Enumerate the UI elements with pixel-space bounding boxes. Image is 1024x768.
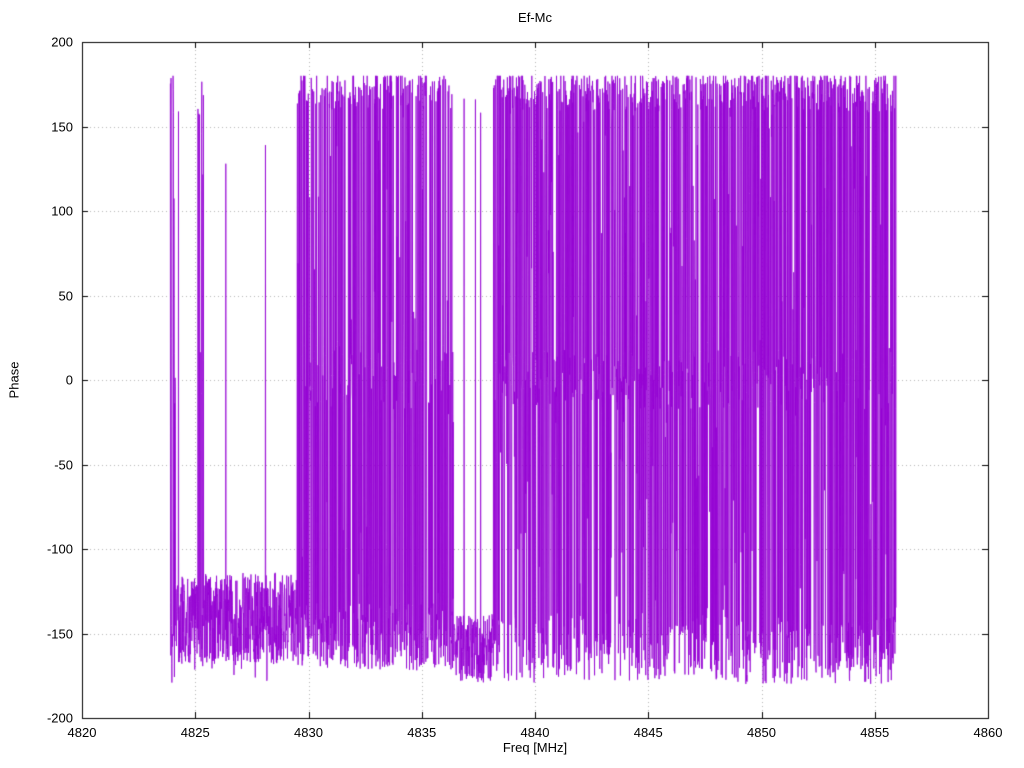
y-tick-label: 50 bbox=[58, 288, 73, 303]
x-tick-label: 4845 bbox=[633, 725, 663, 740]
x-tick-label: 4850 bbox=[747, 725, 776, 740]
y-tick-label: 200 bbox=[51, 34, 73, 50]
x-tick-label: 4855 bbox=[860, 725, 890, 740]
y-tick-label: 100 bbox=[51, 203, 73, 219]
chart-title: Ef-Mc bbox=[518, 10, 552, 25]
y-axis-label: Phase bbox=[6, 361, 22, 399]
y-tick-label: -100 bbox=[46, 541, 73, 557]
y-tick-label: -150 bbox=[46, 626, 73, 641]
x-tick-label: 4860 bbox=[973, 725, 1003, 740]
x-tick-label: 4840 bbox=[520, 725, 550, 740]
x-tick-label: 4830 bbox=[294, 725, 323, 740]
x-tick-label: 4820 bbox=[67, 725, 97, 740]
y-tick-label: 150 bbox=[51, 119, 73, 134]
x-tick-label: 4825 bbox=[180, 725, 210, 740]
x-axis-label: Freq [MHz] bbox=[502, 740, 568, 755]
x-tick-label: 4835 bbox=[407, 725, 437, 740]
y-tick-label: -200 bbox=[46, 710, 73, 726]
y-tick-label: -50 bbox=[54, 457, 73, 472]
y-tick-label: 0 bbox=[65, 372, 73, 388]
